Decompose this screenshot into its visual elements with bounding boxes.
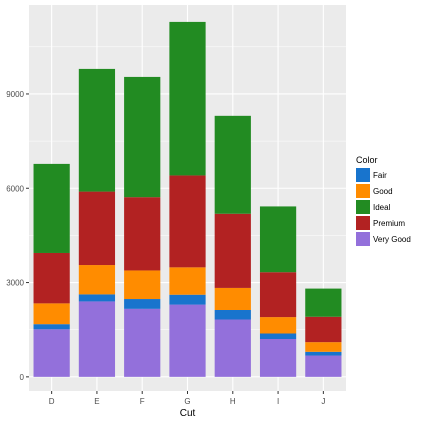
legend-key-good [356, 184, 370, 198]
bar-segment-E-fair [78, 294, 116, 302]
bar-segment-D-fair [33, 324, 70, 330]
x-tick-label: F [140, 397, 145, 406]
bar-segment-G-very-good [169, 304, 206, 377]
y-tick-label: 0 [20, 373, 25, 382]
bar-segment-I-premium [259, 272, 297, 318]
bar-segment-F-good [124, 270, 161, 300]
bar-segment-E-very-good [78, 301, 116, 377]
y-tick-label: 9000 [6, 90, 24, 99]
bar-segment-H-fair [214, 309, 251, 320]
legend-key-ideal [356, 200, 370, 214]
bar-segment-J-very-good [305, 355, 342, 377]
bar-segment-G-fair [169, 294, 206, 305]
bar-segment-F-premium [124, 197, 161, 271]
x-axis: D E F G H I J [49, 391, 325, 406]
bar-segment-I-fair [259, 333, 297, 340]
bar-segment-J-premium [305, 316, 342, 343]
x-tick-label: E [94, 397, 99, 406]
bar-segment-I-very-good [259, 339, 297, 377]
legend-title: Color [356, 155, 378, 165]
bar-segment-E-good [78, 265, 116, 295]
bar-segment-I-ideal [259, 206, 297, 273]
legend-key-fair [356, 168, 370, 182]
bar-segment-G-good [169, 267, 206, 295]
bars [33, 21, 342, 377]
bar-segment-F-ideal [124, 76, 161, 198]
bar-segment-J-good [305, 342, 342, 352]
legend-label: Fair [373, 171, 387, 180]
x-axis-title: Cut [180, 408, 196, 419]
bar-segment-E-ideal [78, 68, 116, 192]
bar-segment-J-fair [305, 351, 342, 356]
bar-segment-H-very-good [214, 319, 251, 377]
legend-label: Premium [373, 219, 405, 228]
x-tick-label: I [277, 397, 279, 406]
legend-label: Ideal [373, 203, 391, 212]
x-tick-label: D [49, 397, 55, 406]
bar-segment-H-ideal [214, 115, 251, 214]
bar-segment-D-premium [33, 252, 70, 304]
y-tick-label: 6000 [6, 184, 24, 193]
legend-key-very-good [356, 232, 370, 246]
y-axis: 0 3000 6000 9000 [6, 90, 29, 382]
legend-label: Very Good [373, 235, 411, 244]
bar-segment-H-good [214, 287, 251, 310]
bar-segment-H-premium [214, 213, 251, 288]
legend-key-premium [356, 216, 370, 230]
bar-segment-G-ideal [169, 21, 206, 176]
bar-segment-E-premium [78, 191, 116, 266]
bar-segment-J-ideal [305, 288, 342, 317]
bar-segment-G-premium [169, 175, 206, 268]
legend: Color Fair Good Ideal Premium Very Good [356, 155, 411, 246]
x-tick-label: G [184, 397, 190, 406]
x-tick-label: H [230, 397, 236, 406]
bar-segment-D-ideal [33, 163, 70, 253]
y-tick-label: 3000 [6, 279, 24, 288]
x-tick-label: J [321, 397, 325, 406]
bar-segment-F-fair [124, 299, 161, 309]
bar-segment-D-good [33, 303, 70, 325]
legend-label: Good [373, 187, 393, 196]
bar-segment-F-very-good [124, 308, 161, 377]
bar-segment-D-very-good [33, 329, 70, 377]
bar-segment-I-good [259, 317, 297, 334]
